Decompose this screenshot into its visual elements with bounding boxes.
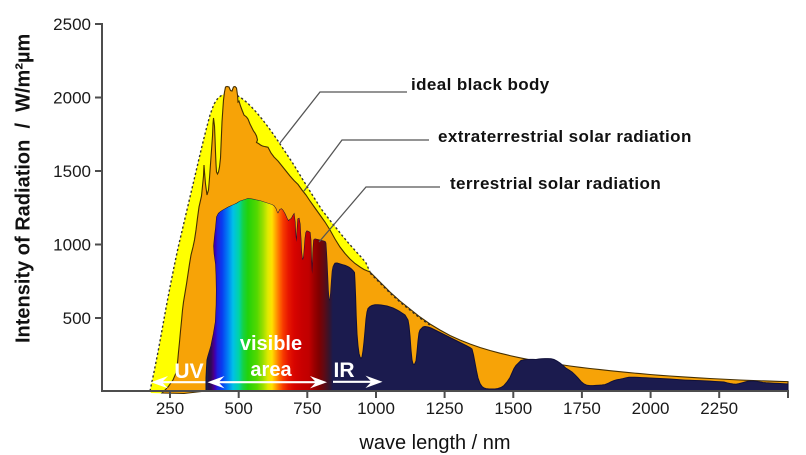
svg-text:visible: visible [240,333,302,355]
svg-text:1750: 1750 [563,399,601,418]
svg-text:500: 500 [225,399,253,418]
svg-text:1500: 1500 [53,162,91,181]
svg-text:2250: 2250 [700,399,738,418]
svg-text:2000: 2000 [632,399,670,418]
svg-text:IR: IR [334,359,355,382]
svg-text:250: 250 [156,399,184,418]
svg-text:area: area [250,359,292,381]
svg-text:1250: 1250 [426,399,464,418]
svg-text:2000: 2000 [53,89,91,108]
svg-text:ideal black body: ideal black body [411,75,550,94]
svg-text:1000: 1000 [53,236,91,255]
svg-text:1000: 1000 [357,399,395,418]
svg-text:wave length / nm: wave length / nm [358,432,510,454]
svg-text:2500: 2500 [53,15,91,34]
svg-text:750: 750 [293,399,321,418]
svg-text:extraterrestrial solar radiati: extraterrestrial solar radiation [438,127,692,146]
svg-text:Intensity of Radiation / W/m: Intensity of Radiation / W/m²µm [13,34,35,343]
svg-text:1500: 1500 [494,399,532,418]
svg-text:terrestrial solar radiation: terrestrial solar radiation [450,174,661,193]
svg-text:UV: UV [174,360,203,383]
svg-text:500: 500 [63,309,91,328]
